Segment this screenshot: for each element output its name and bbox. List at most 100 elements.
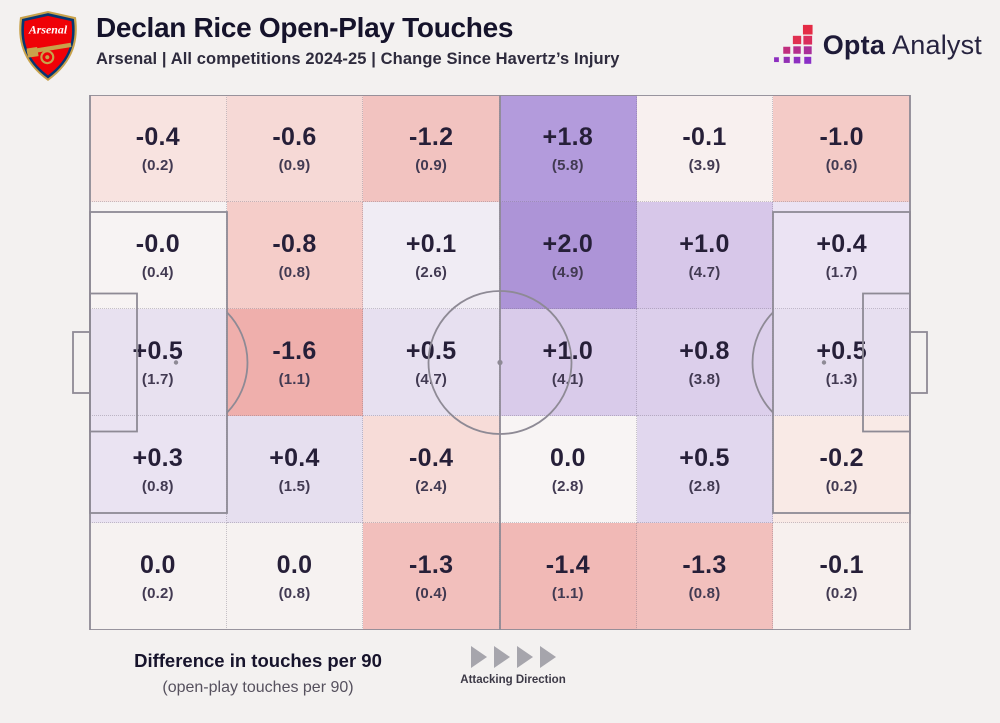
left-goal <box>72 331 91 394</box>
zone-diff-value: +0.1 <box>405 229 457 258</box>
zone-base-value: (0.8) <box>141 477 174 495</box>
brand-analyst: Analyst <box>892 29 982 60</box>
zone-diff-value: -0.8 <box>272 229 317 258</box>
pitch-zone-r1c5: -0.1 (3.9) <box>636 95 774 202</box>
zone-base-value: (5.8) <box>551 156 584 174</box>
pitch-zone-r3c1: +0.5 (1.7) <box>90 309 227 416</box>
zone-base-value: (0.9) <box>278 156 311 174</box>
zone-diff-value: 0.0 <box>276 551 313 579</box>
zone-diff-value: +1.8 <box>542 122 594 151</box>
pitch-zone-r4c4: 0.0 (2.8) <box>500 416 637 523</box>
zone-diff-value: +0.5 <box>405 336 457 365</box>
cannon-icon <box>26 42 72 65</box>
pitch-zone-r3c6: +0.5 (1.3) <box>773 309 910 416</box>
zone-diff-value: +0.3 <box>132 443 184 472</box>
pitch-zone-r5c1: 0.0 (0.2) <box>90 523 227 630</box>
pitch-zone-r2c3: +0.1 (2.6) <box>363 202 500 309</box>
zone-diff-value: 0.0 <box>140 551 176 579</box>
zone-base-value: (0.2) <box>141 156 174 174</box>
pitch-zone-r2c6: +0.4 (1.7) <box>773 202 910 309</box>
zone-diff-value: +0.4 <box>269 443 320 472</box>
zone-base-value: (1.7) <box>141 370 174 388</box>
pitch-zone-r2c1: -0.0 (0.4) <box>90 202 227 309</box>
legend-sub-label: (open-play touches per 90) <box>162 679 354 696</box>
pitch-zone-r2c5: +1.0 (4.7) <box>636 202 774 309</box>
zone-base-value: (3.9) <box>688 156 721 174</box>
zone-diff-value: -1.3 <box>682 551 727 579</box>
zone-diff-value: -1.0 <box>819 122 864 151</box>
zone-diff-value: +2.0 <box>542 229 594 258</box>
zone-base-value: (0.2) <box>141 585 174 602</box>
zone-base-value: (1.3) <box>825 370 858 388</box>
zone-base-value: (4.7) <box>688 263 721 281</box>
zone-diff-value: -0.0 <box>135 229 180 258</box>
zone-diff-value: -0.4 <box>135 122 180 151</box>
pitch-zone-r1c1: -0.4 (0.2) <box>90 95 227 202</box>
page-subtitle: Arsenal | All competitions 2024-25 | Cha… <box>96 49 620 68</box>
pitch-zone-r4c1: +0.3 (0.8) <box>90 416 227 523</box>
zone-diff-value: -0.1 <box>682 122 727 151</box>
right-arrow-icon <box>516 646 533 668</box>
zone-diff-value: -1.3 <box>409 551 454 579</box>
legend: Difference in touches per 90 (open-play … <box>88 650 428 697</box>
zone-base-value: (1.1) <box>551 585 584 602</box>
pitch-zone-r1c2: -0.6 (0.9) <box>226 95 364 202</box>
zone-base-value: (2.6) <box>415 263 448 281</box>
legend-main-label: Difference in touches per 90 <box>134 650 382 671</box>
arsenal-crest-icon: Arsenal <box>19 11 77 81</box>
pitch-zone-r4c5: +0.5 (2.8) <box>636 416 774 523</box>
zone-base-value: (3.8) <box>688 370 721 388</box>
attacking-direction: Attacking Direction <box>443 646 583 686</box>
attacking-direction-label: Attacking Direction <box>460 674 566 686</box>
pitch-grid: -0.4 (0.2) -0.6 (0.9) -1.2 (0.9) +1.8 (5.8) -0.1… <box>90 95 910 630</box>
zone-base-value: (0.4) <box>415 585 448 602</box>
right-arrow-icon <box>493 646 510 668</box>
header: Arsenal Declan Rice Open-Play Touches Ar… <box>0 0 1000 92</box>
pitch-zone-r2c2: -0.8 (0.8) <box>226 202 364 309</box>
pitch-zone-r4c3: -0.4 (2.4) <box>363 416 500 523</box>
zone-base-value: (0.2) <box>825 585 858 602</box>
svg-text:Arsenal: Arsenal <box>28 22 68 36</box>
pitch-zone-r5c6: -0.1 (0.2) <box>773 523 910 630</box>
zone-diff-value: -0.4 <box>409 443 454 472</box>
zone-base-value: (2.4) <box>415 477 448 495</box>
attacking-direction-arrows <box>443 646 583 668</box>
right-arrow-icon <box>470 646 487 668</box>
zone-base-value: (2.8) <box>551 477 584 495</box>
pitch-heatmap: -0.4 (0.2) -0.6 (0.9) -1.2 (0.9) +1.8 (5.8) -0.1… <box>72 95 928 630</box>
zone-base-value: (4.1) <box>551 370 584 388</box>
pitch-zone-r1c3: -1.2 (0.9) <box>363 95 500 202</box>
zone-base-value: (1.7) <box>825 263 858 281</box>
pitch-zone-r5c5: -1.3 (0.8) <box>636 523 774 630</box>
zone-diff-value: +0.4 <box>816 229 867 258</box>
zone-base-value: (0.4) <box>141 263 174 281</box>
page-title: Declan Rice Open-Play Touches <box>96 12 514 43</box>
zone-base-value: (1.1) <box>278 370 311 388</box>
zone-diff-value: -1.2 <box>409 122 454 151</box>
pitch-zone-r3c2: -1.6 (1.1) <box>226 309 364 416</box>
right-arrow-icon <box>539 646 556 668</box>
brand-wordmark: Opta Analyst <box>823 30 982 61</box>
opta-mark-icon <box>773 24 813 64</box>
brand-opta: Opta <box>822 29 886 60</box>
pitch-zone-r5c4: -1.4 (1.1) <box>500 523 637 630</box>
pitch-zone-r3c4: +1.0 (4.1) <box>500 309 637 416</box>
zone-diff-value: +0.8 <box>679 336 730 365</box>
zone-base-value: (2.8) <box>688 477 721 495</box>
zone-diff-value: -0.1 <box>819 551 864 579</box>
zone-diff-value: +0.5 <box>132 336 184 365</box>
zone-diff-value: 0.0 <box>550 443 586 472</box>
zone-base-value: (4.7) <box>415 370 448 388</box>
pitch-zone-r5c2: 0.0 (0.8) <box>226 523 364 630</box>
zone-diff-value: +0.5 <box>679 443 730 472</box>
zone-diff-value: +1.0 <box>542 336 594 365</box>
footer: Difference in touches per 90 (open-play … <box>0 646 1000 716</box>
pitch-zone-r4c2: +0.4 (1.5) <box>226 416 364 523</box>
right-goal <box>909 331 928 394</box>
zone-base-value: (0.2) <box>825 477 858 495</box>
zone-base-value: (1.5) <box>278 477 311 495</box>
zone-base-value: (0.6) <box>825 156 858 174</box>
zone-diff-value: -1.4 <box>545 551 590 579</box>
pitch-zone-r1c6: -1.0 (0.6) <box>773 95 910 202</box>
